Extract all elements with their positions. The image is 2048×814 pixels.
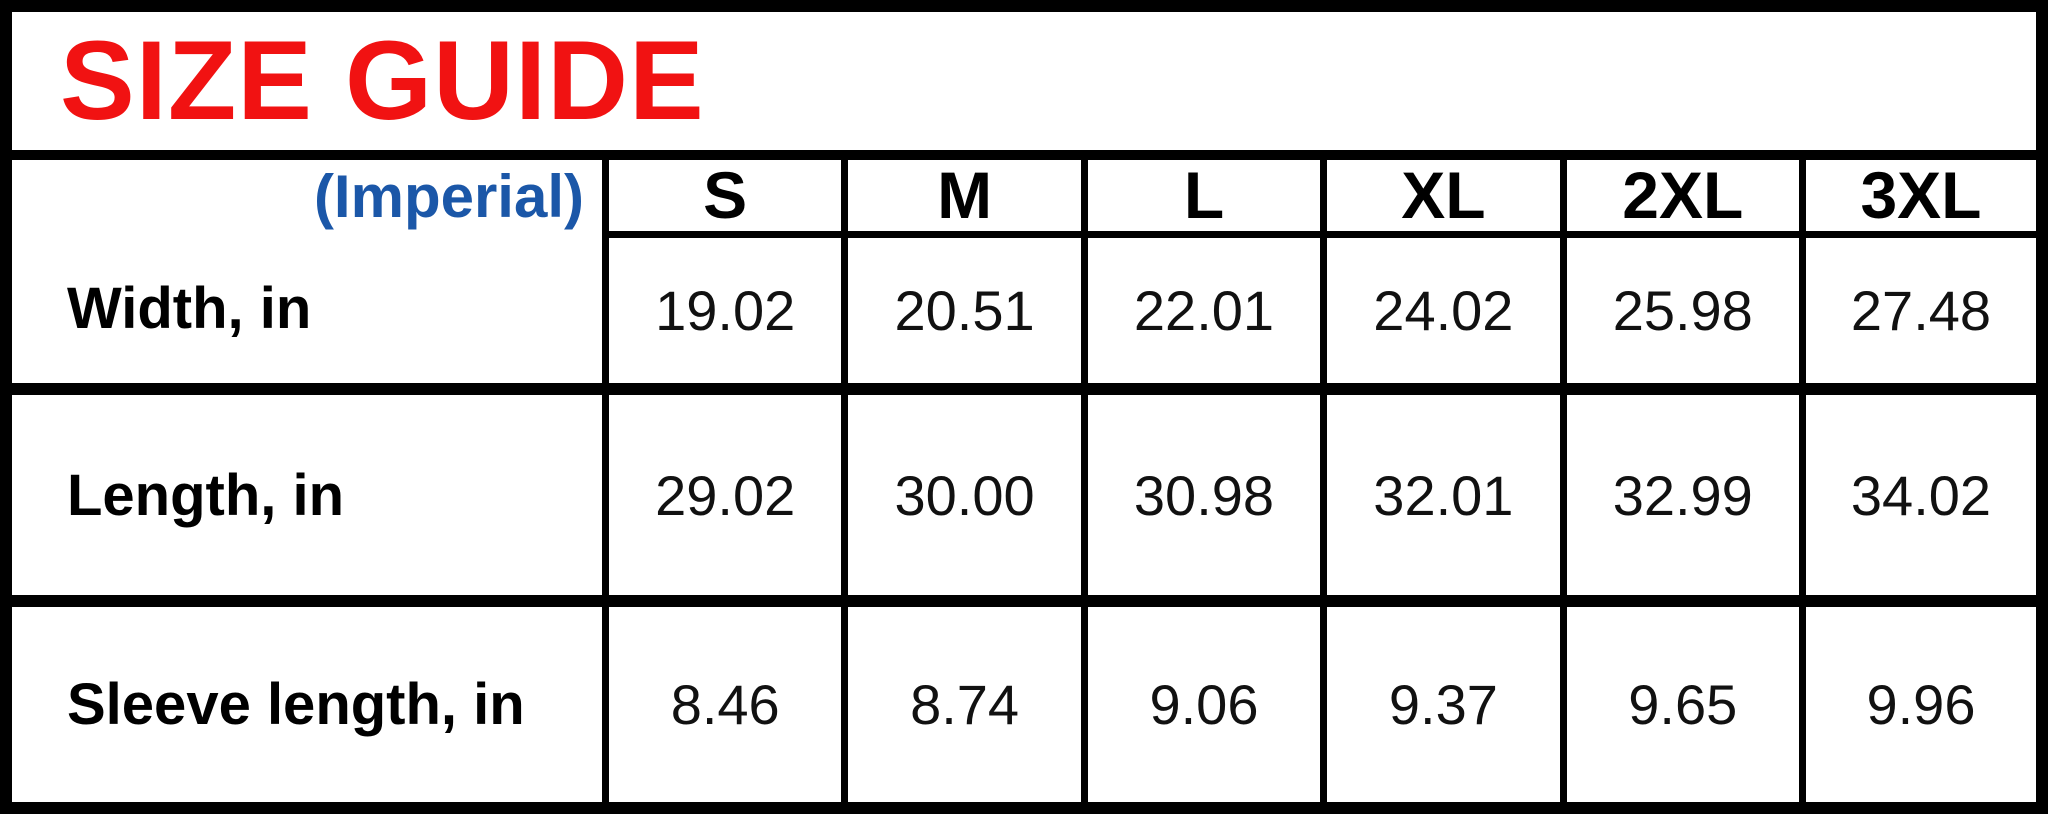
- page-title: SIZE GUIDE: [60, 18, 705, 143]
- cell-width-xl: 24.02: [1320, 234, 1564, 395]
- title-cell: SIZE GUIDE: [6, 6, 2042, 160]
- column-header-l: L: [1080, 155, 1324, 238]
- cell-sleeve-m: 8.74: [841, 601, 1085, 808]
- size-header-row: (Imperial) S M L XL 2XL 3XL: [6, 155, 2042, 238]
- cell-sleeve-3xl: 9.96: [1798, 601, 2042, 808]
- column-header-m: M: [841, 155, 1085, 238]
- cell-width-2xl: 25.98: [1559, 234, 1803, 395]
- row-label-sleeve-length: Sleeve length, in: [6, 601, 606, 808]
- table-row-length: Length, in 29.02 30.00 30.98 32.01 32.99…: [6, 388, 2042, 608]
- cell-length-xl: 32.01: [1320, 388, 1564, 608]
- cell-length-l: 30.98: [1080, 388, 1324, 608]
- table-row-sleeve-length: Sleeve length, in 8.46 8.74 9.06 9.37 9.…: [6, 601, 2042, 808]
- cell-sleeve-l: 9.06: [1080, 601, 1324, 808]
- row-label-width: Width, in: [6, 234, 606, 395]
- cell-length-3xl: 34.02: [1798, 388, 2042, 608]
- column-header-2xl: 2XL: [1559, 155, 1803, 238]
- title-row: SIZE GUIDE: [6, 6, 2042, 160]
- cell-sleeve-2xl: 9.65: [1559, 601, 1803, 808]
- row-label-length: Length, in: [6, 388, 606, 608]
- cell-width-s: 19.02: [601, 234, 845, 395]
- cell-length-2xl: 32.99: [1559, 388, 1803, 608]
- cell-length-m: 30.00: [841, 388, 1085, 608]
- unit-system-cell: (Imperial): [6, 155, 606, 235]
- column-header-s: S: [601, 155, 845, 238]
- cell-width-3xl: 27.48: [1798, 234, 2042, 395]
- cell-sleeve-s: 8.46: [601, 601, 845, 808]
- cell-width-m: 20.51: [841, 234, 1085, 395]
- cell-sleeve-xl: 9.37: [1320, 601, 1564, 808]
- unit-system-label: (Imperial): [313, 163, 584, 231]
- cell-width-l: 22.01: [1080, 234, 1324, 395]
- table-row-width: Width, in 19.02 20.51 22.01 24.02 25.98 …: [6, 234, 2042, 395]
- column-header-3xl: 3XL: [1798, 155, 2042, 238]
- column-header-xl: XL: [1320, 155, 1564, 238]
- cell-length-s: 29.02: [601, 388, 845, 608]
